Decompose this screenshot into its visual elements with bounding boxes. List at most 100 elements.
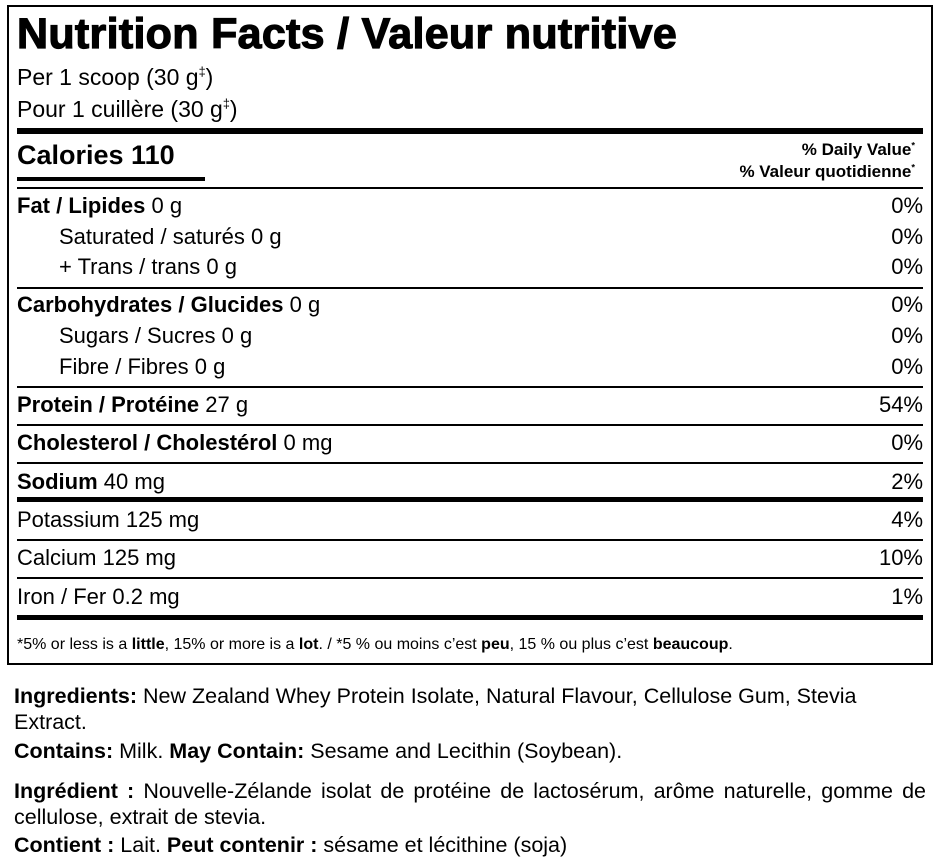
thick-rule — [17, 128, 923, 134]
daily-value: 0% — [891, 193, 923, 218]
footnote-part: little — [131, 636, 165, 653]
nutrient-label: + Trans / trans 0 g — [59, 253, 237, 281]
label: Ingrédient : — [14, 779, 135, 803]
nutrient-amount: 0 g — [151, 193, 183, 218]
label: May Contain: — [169, 739, 305, 763]
title: Nutrition Facts / Valeur nutritive — [16, 9, 678, 58]
nutrient-label: Sodium 40 mg — [17, 468, 165, 496]
nutrient-label: Calcium 125 mg — [17, 544, 176, 572]
nutrient-row: Sugars / Sucres 0 g 0% — [17, 322, 923, 350]
serving-close: ) — [205, 64, 214, 90]
nutrient-amount: 0 mg — [283, 430, 333, 455]
label: Contains: — [14, 739, 114, 763]
nutrient-label: Potassium 125 mg — [17, 506, 199, 534]
nutrient-amount: 27 g — [205, 392, 249, 417]
nutrient-label: Cholesterol / Cholestérol 0 mg — [17, 429, 332, 457]
footnote: *5% or less is a little, 15% or more is … — [17, 636, 733, 654]
daily-value: 10% — [878, 545, 923, 570]
ingredients-en: Ingredients: New Zealand Whey Protein Is… — [14, 683, 926, 735]
rule — [17, 462, 923, 464]
nutrient-row: Cholesterol / Cholestérol 0 mg 0% — [17, 429, 923, 457]
nutrient-row: Sodium 40 mg 2% — [17, 468, 923, 496]
nutrient-row: Fibre / Fibres 0 g 0% — [17, 353, 923, 381]
serving-text: Pour 1 cuillère (30 g — [17, 96, 223, 122]
contains-en: Contains: Milk. May Contain: Sesame and … — [14, 738, 926, 764]
nutrient-label: Carbohydrates / Glucides 0 g — [17, 291, 320, 319]
nutrient-name: Cholesterol / Cholestérol — [17, 430, 278, 455]
daily-value: 0% — [891, 254, 923, 279]
nutrient-amount: 0 g — [289, 292, 321, 317]
nutrient-amount: 0 g — [251, 224, 282, 249]
daily-value: 0% — [891, 430, 923, 455]
calories-underline — [17, 177, 205, 181]
footnote-part: *5% or less is a — [17, 636, 132, 653]
nutrient-label: Protein / Protéine 27 g — [17, 391, 248, 419]
serving-en: Per 1 scoop (30 g‡) — [17, 64, 213, 91]
nutrient-name: Carbohydrates / Glucides — [17, 292, 284, 317]
nutrient-amount: 0 g — [194, 354, 226, 379]
nutrient-label: Fibre / Fibres 0 g — [59, 353, 225, 381]
dv-header-fr: % Valeur quotidienne* — [739, 162, 915, 182]
daily-value: 54% — [878, 392, 923, 417]
nutrient-row: Saturated / saturés 0 g 0% — [17, 223, 923, 251]
rule — [17, 539, 923, 541]
footnote-part: . — [728, 636, 733, 653]
nutrient-name: Sugars / Sucres — [59, 323, 216, 348]
text: Nouvelle-Zélande isolat de protéine de l… — [14, 779, 932, 829]
nutrient-row: Carbohydrates / Glucides 0 g 0% — [17, 291, 923, 319]
nutrient-amount: 0 g — [221, 323, 253, 348]
nutrient-label: Sugars / Sucres 0 g — [59, 322, 252, 350]
rule — [17, 615, 923, 620]
serving-mark: ‡ — [222, 97, 230, 112]
daily-value: 0% — [891, 354, 923, 379]
daily-value: 0% — [891, 323, 923, 348]
nutrient-name: Saturated / saturés — [59, 224, 245, 249]
calories: Calories 110 — [17, 140, 175, 170]
dv-mark: * — [911, 140, 915, 151]
nutrient-label: Saturated / saturés 0 g — [59, 223, 282, 251]
footnote-part: lot — [298, 636, 319, 653]
serving-fr: Pour 1 cuillère (30 g‡) — [17, 96, 238, 123]
nutrient-name: + Trans / trans — [59, 254, 201, 279]
rule — [17, 386, 923, 388]
nutrient-name: Sodium — [17, 469, 98, 494]
rule — [17, 287, 923, 289]
label: Peut contenir : — [166, 833, 318, 857]
daily-value: 0% — [891, 224, 923, 249]
label: Contient : — [14, 833, 115, 857]
text: Lait. — [114, 833, 167, 857]
nutrient-row: Fat / Lipides 0 g 0% — [17, 192, 923, 220]
serving-mark: ‡ — [198, 65, 206, 80]
nutrient-amount: 40 mg — [103, 469, 165, 494]
daily-value: 4% — [891, 507, 923, 532]
nutrient-name: Calcium — [17, 545, 97, 570]
label-box — [7, 5, 933, 665]
rule — [17, 577, 923, 579]
rule — [17, 424, 923, 426]
footnote-part: beaucoup — [652, 636, 729, 653]
serving-text: Per 1 scoop (30 g — [17, 64, 199, 90]
rule — [17, 497, 923, 502]
contains-fr: Contient : Lait. Peut contenir : sésame … — [14, 832, 926, 858]
nutrient-row: Protein / Protéine 27 g 54% — [17, 391, 923, 419]
dv-text: % Valeur quotidienne — [739, 162, 912, 181]
footnote-part: peu — [481, 636, 510, 653]
footnote-part: , 15% or more is a — [164, 636, 299, 653]
nutrient-name: Protein / Protéine — [17, 392, 200, 417]
text: Sesame and Lecithin (Soybean). — [304, 739, 623, 763]
text: Milk. — [113, 739, 170, 763]
nutrient-row: Iron / Fer 0.2 mg 1% — [17, 583, 923, 611]
serving-close: ) — [229, 96, 238, 122]
nutrient-label: Iron / Fer 0.2 mg — [17, 583, 180, 611]
nutrient-amount: 125 mg — [125, 507, 200, 532]
ingredients-fr: Ingrédient : Nouvelle-Zélande isolat de … — [14, 778, 926, 830]
dv-header-en: % Daily Value* — [802, 140, 915, 160]
nutrient-name: Iron / Fer — [17, 584, 107, 609]
nutrient-amount: 0 g — [206, 254, 237, 279]
nutrient-row: + Trans / trans 0 g 0% — [17, 253, 923, 281]
nutrient-name: Fat / Lipides — [17, 193, 146, 218]
daily-value: 0% — [891, 292, 923, 317]
daily-value: 1% — [891, 584, 923, 609]
nutrient-row: Potassium 125 mg 4% — [17, 506, 923, 534]
